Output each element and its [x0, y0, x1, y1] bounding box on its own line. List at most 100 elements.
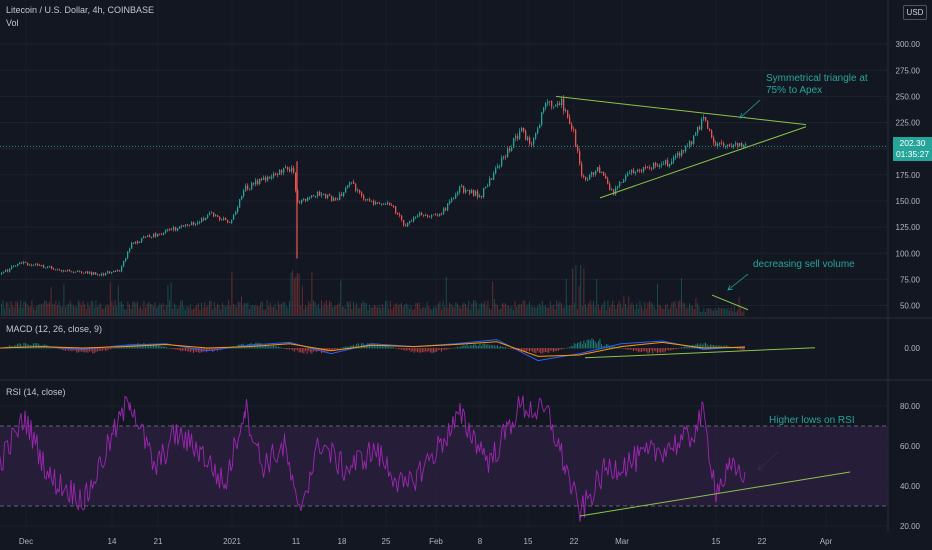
candle-body — [263, 177, 265, 180]
macd-histogram-bar — [287, 348, 289, 350]
candle-body — [125, 258, 127, 261]
volume-bar — [497, 305, 498, 316]
volume-bar — [468, 301, 470, 316]
macd-axis-tick: 0.00 — [904, 344, 920, 353]
volume-bar — [50, 287, 52, 316]
candle-body — [259, 178, 261, 184]
candle-body — [297, 190, 299, 203]
candle-body — [103, 273, 105, 275]
volume-bar — [210, 300, 212, 316]
macd-histogram-bar — [252, 345, 254, 349]
volume-bar — [505, 303, 506, 316]
candle-body — [733, 144, 735, 147]
candle-body — [227, 219, 229, 223]
volume-bar — [628, 296, 630, 316]
macd-histogram-bar — [458, 347, 460, 349]
candle-body — [427, 215, 429, 217]
volume-bar — [401, 302, 402, 316]
macd-histogram-bar — [689, 345, 690, 349]
candle-body — [669, 164, 671, 167]
time-axis-tick: 15 — [712, 537, 721, 546]
volume-bar — [602, 303, 604, 316]
macd-histogram-bar — [538, 348, 540, 353]
volume-bar — [593, 300, 594, 316]
volume-bar — [498, 309, 500, 316]
macd-histogram-bar — [33, 343, 34, 349]
volume-bar — [149, 303, 151, 316]
candle-body — [519, 131, 521, 139]
candle-body — [37, 263, 39, 266]
volume-bar — [25, 301, 26, 316]
volume-bar — [26, 304, 28, 316]
candle-body — [497, 166, 499, 169]
volume-bar — [313, 300, 314, 316]
candle-body — [577, 146, 579, 152]
candle-body — [273, 173, 275, 177]
candle-body — [691, 141, 693, 145]
volume-bar — [100, 303, 102, 316]
macd-histogram-bar — [97, 348, 98, 352]
volume-bar — [175, 305, 177, 316]
macd-histogram-bar — [311, 348, 313, 354]
triangle-annotation-line1: Symmetrical triangle at — [766, 73, 868, 84]
volume-bar — [658, 304, 660, 316]
currency-button[interactable]: USD — [903, 5, 927, 20]
macd-histogram-bar — [85, 348, 87, 353]
volume-bar — [41, 304, 42, 316]
macd-histogram-bar — [677, 348, 679, 349]
macd-histogram-bar — [660, 348, 662, 354]
candle-body — [325, 194, 327, 198]
volume-bar — [697, 303, 698, 316]
macd-histogram-bar — [157, 345, 159, 349]
macd-histogram-bar — [317, 348, 319, 352]
macd-histogram-bar — [92, 348, 94, 354]
volume-bar — [58, 301, 60, 316]
volume-bar — [193, 309, 194, 316]
candle-body — [675, 155, 677, 158]
volume-bar — [609, 307, 610, 316]
candle-body — [333, 198, 335, 201]
candle-body — [219, 216, 221, 220]
macd-histogram-bar — [49, 346, 50, 349]
candle-body — [665, 160, 667, 164]
macd-histogram-bar — [671, 348, 673, 351]
candle-body — [309, 197, 311, 198]
volume-bar — [570, 304, 572, 316]
macd-label: MACD (12, 26, close, 9) — [6, 324, 103, 334]
macd-histogram-bar — [647, 348, 649, 354]
candle-body — [75, 271, 77, 273]
macd-histogram-bar — [351, 345, 353, 349]
candle-body — [277, 173, 279, 175]
candle-body — [197, 222, 199, 224]
volume-bar — [522, 300, 524, 316]
volume-bar — [364, 302, 366, 316]
candle-body — [417, 215, 419, 217]
volume-bar — [277, 301, 279, 316]
candle-body — [741, 143, 743, 148]
macd-histogram-bar — [439, 348, 441, 351]
volume-bar — [601, 305, 602, 316]
volume-bar — [292, 270, 294, 316]
volume-bar — [378, 304, 380, 316]
macd-histogram-bar — [71, 348, 73, 352]
volume-bar — [703, 308, 705, 316]
volume-bar — [329, 300, 330, 316]
macd-histogram-bar — [610, 346, 612, 349]
candle-body — [191, 222, 193, 226]
time-axis-tick: 2021 — [223, 537, 241, 546]
candle-body — [527, 137, 529, 140]
candle-body — [405, 224, 407, 227]
macd-histogram-bar — [650, 348, 652, 351]
volume-bar — [55, 300, 57, 316]
candle-body — [445, 208, 447, 211]
candle-body — [39, 265, 41, 267]
macd-histogram-bar — [673, 348, 674, 350]
volume-bar — [738, 297, 740, 316]
volume-bar — [647, 302, 649, 316]
macd-histogram-bar — [628, 348, 630, 350]
candle-body — [709, 129, 711, 131]
macd-histogram-bar — [305, 348, 306, 351]
candle-body — [35, 263, 37, 265]
volume-bar — [13, 307, 15, 316]
